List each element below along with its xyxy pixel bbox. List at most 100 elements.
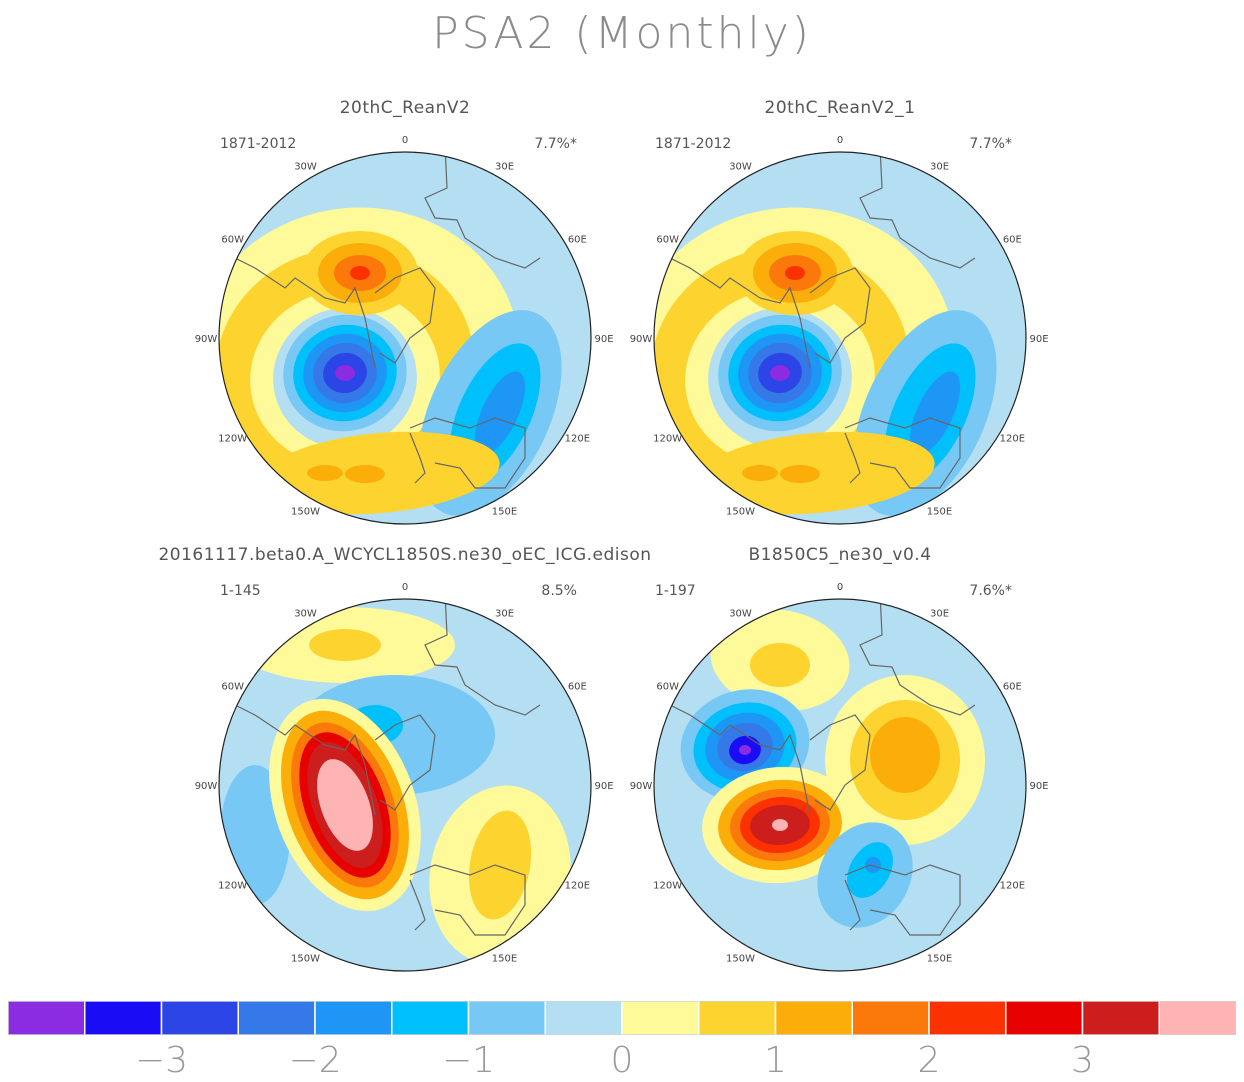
colorbar-swatch bbox=[84, 1001, 163, 1035]
longitude-label: 150W bbox=[726, 506, 755, 517]
longitude-label: 30W bbox=[729, 162, 752, 173]
colorbar-tick-label: 1 bbox=[764, 1040, 787, 1081]
colorbar bbox=[8, 1001, 1236, 1035]
coastline bbox=[424, 152, 541, 269]
map-panel: 20161117.beta0.A_WCYCL1850S.ne30_oEC_ICG… bbox=[158, 545, 651, 975]
colorbar-swatch bbox=[8, 1001, 86, 1035]
longitude-label: 120E bbox=[565, 881, 590, 892]
polar-map: 030E60E90E120E150E180150W120W90W60W30W bbox=[195, 135, 614, 525]
longitude-label: 90W bbox=[195, 334, 217, 345]
coastline bbox=[374, 267, 436, 364]
contour-region bbox=[350, 266, 370, 280]
colorbar-swatch bbox=[851, 1001, 930, 1035]
contour-region bbox=[870, 717, 940, 793]
longitude-label: 120E bbox=[1000, 881, 1025, 892]
panel-years: 1871-2012 bbox=[220, 136, 297, 152]
colorbar-tick-label: 2 bbox=[917, 1040, 941, 1081]
panel-variance: 7.7%* bbox=[534, 136, 577, 152]
longitude-label: 60W bbox=[221, 235, 244, 246]
longitude-label: 60W bbox=[656, 235, 679, 246]
coastline bbox=[859, 152, 976, 269]
longitude-label: 60E bbox=[568, 682, 587, 693]
colorbar-swatch bbox=[160, 1001, 239, 1035]
colorbar-swatch bbox=[1005, 1001, 1084, 1035]
coastline bbox=[409, 417, 526, 489]
longitude-label: 30E bbox=[930, 162, 949, 173]
longitude-label: 150W bbox=[291, 953, 320, 964]
contour-region bbox=[335, 365, 355, 381]
contour-region bbox=[865, 857, 881, 873]
page-title: PSA2 (Monthly) bbox=[432, 8, 812, 59]
panel-years: 1-145 bbox=[220, 583, 261, 599]
longitude-label: 150E bbox=[492, 506, 517, 517]
coastline bbox=[844, 432, 861, 484]
longitude-label: 150E bbox=[927, 506, 952, 517]
colorbar-swatch bbox=[698, 1001, 777, 1035]
coastline bbox=[809, 714, 871, 811]
polar-map: 030E60E90E120E150E180150W120W90W60W30W bbox=[630, 135, 1049, 525]
longitude-label: 90E bbox=[594, 334, 613, 345]
longitude-label: 120W bbox=[218, 434, 247, 445]
coastline bbox=[809, 267, 871, 364]
polar-map: 030E60E90E120E150E180150W120W90W60W30W bbox=[630, 582, 1049, 972]
longitude-label: 90E bbox=[1029, 334, 1048, 345]
colorbar-swatch bbox=[391, 1001, 470, 1035]
panel-years: 1871-2012 bbox=[655, 136, 732, 152]
contour-region bbox=[785, 266, 805, 280]
contour-region bbox=[468, 810, 532, 920]
colorbar-swatch bbox=[621, 1001, 700, 1035]
longitude-label: 90W bbox=[195, 781, 217, 792]
colorbar-swatch bbox=[237, 1001, 316, 1035]
longitude-label: 120W bbox=[653, 434, 682, 445]
longitude-label: 120W bbox=[653, 881, 682, 892]
map-boundary bbox=[218, 598, 592, 972]
longitude-label: 0 bbox=[402, 135, 408, 146]
coastline bbox=[409, 879, 426, 931]
longitude-label: 0 bbox=[402, 582, 408, 593]
longitude-label: 120W bbox=[218, 881, 247, 892]
colorbar-tick-label: 3 bbox=[1071, 1040, 1094, 1081]
colorbar-swatch bbox=[1081, 1001, 1160, 1035]
map-panel: B1850C5_ne30_v0.4 1-197 7.6%* 0 30E 60E 90E… bbox=[630, 545, 1050, 975]
longitude-label: 90E bbox=[594, 781, 613, 792]
panel-variance: 8.5% bbox=[541, 583, 577, 599]
contour-region bbox=[772, 819, 788, 831]
polar-map: 030E60E90E120E150E180150W120W90W60W30W bbox=[195, 582, 614, 972]
contour-region bbox=[345, 465, 385, 483]
contour-region bbox=[307, 465, 343, 481]
coastline bbox=[654, 694, 811, 816]
contour-region bbox=[770, 365, 790, 381]
contour-region bbox=[742, 465, 778, 481]
contour-region bbox=[750, 643, 810, 687]
longitude-label: 60W bbox=[656, 682, 679, 693]
longitude-label: 120E bbox=[565, 434, 590, 445]
longitude-label: 30W bbox=[729, 609, 752, 620]
longitude-label: 150W bbox=[726, 953, 755, 964]
coastline bbox=[654, 247, 811, 369]
longitude-label: 90W bbox=[630, 334, 652, 345]
panel-title: 20161117.beta0.A_WCYCL1850S.ne30_oEC_ICG… bbox=[158, 545, 652, 565]
longitude-label: 30E bbox=[495, 162, 514, 173]
longitude-label: 30W bbox=[294, 162, 317, 173]
panel-title: 20thC_ReanV2_1 bbox=[764, 98, 916, 118]
colorbar-swatch bbox=[1158, 1001, 1236, 1035]
coastline bbox=[409, 864, 526, 936]
colorbar-tick-label: 0 bbox=[610, 1040, 634, 1081]
longitude-label: 60E bbox=[568, 235, 587, 246]
colorbar-swatch bbox=[467, 1001, 546, 1035]
coastline bbox=[219, 247, 376, 369]
colorbar-tick-label: −3 bbox=[134, 1040, 189, 1081]
longitude-label: 30E bbox=[930, 609, 949, 620]
coastline bbox=[374, 714, 436, 811]
contour-region bbox=[474, 371, 526, 455]
panel-variance: 7.7%* bbox=[969, 136, 1012, 152]
longitude-label: 150W bbox=[291, 506, 320, 517]
colorbar-swatch bbox=[774, 1001, 853, 1035]
coastline bbox=[844, 864, 961, 936]
colorbar-tick-label: −2 bbox=[288, 1040, 342, 1081]
colorbar-swatch bbox=[544, 1001, 623, 1035]
coastline bbox=[844, 879, 861, 931]
coastline bbox=[219, 694, 376, 816]
map-boundary bbox=[653, 598, 1027, 972]
contour-region bbox=[317, 759, 373, 851]
